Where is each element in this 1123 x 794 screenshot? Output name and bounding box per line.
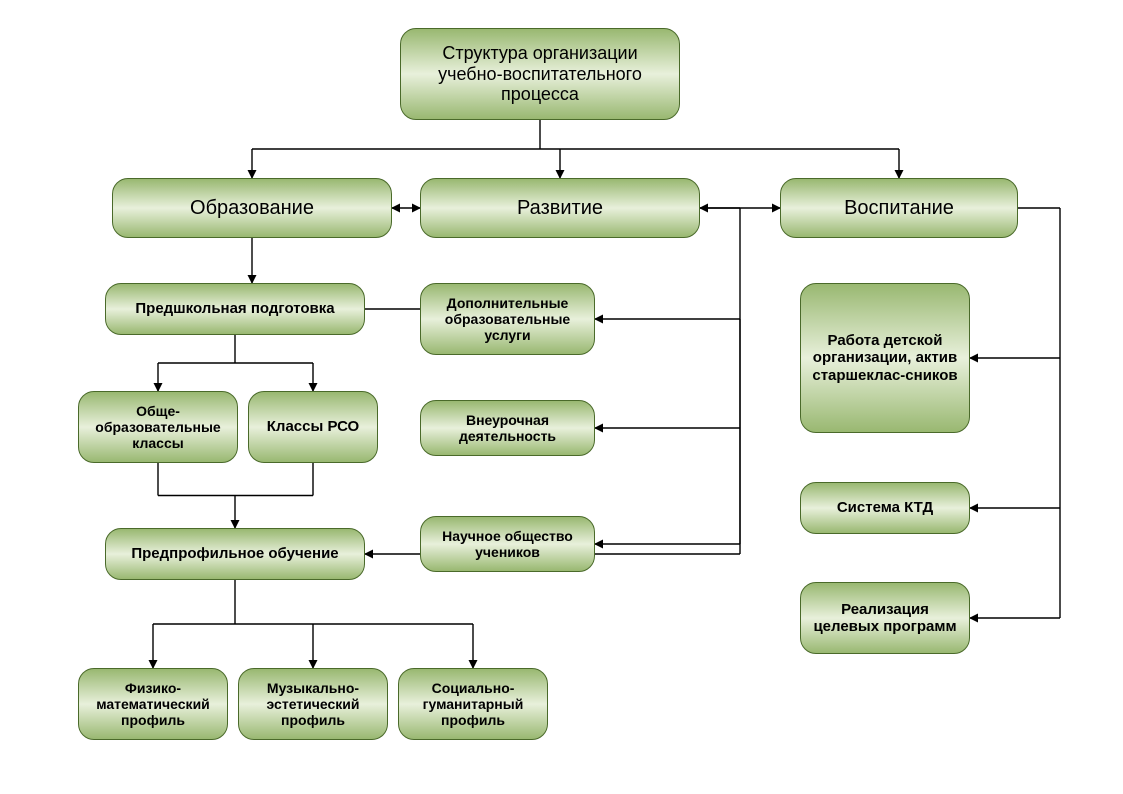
node-dev: Развитие bbox=[420, 178, 700, 238]
node-addedu: Дополнительные образовательные услуги bbox=[420, 283, 595, 355]
node-label: Работа детской организации, актив старше… bbox=[811, 332, 959, 384]
node-label: Предшкольная подготовка bbox=[135, 300, 334, 317]
node-physmat: Физико-математический профиль bbox=[78, 668, 228, 740]
node-label: Структура организации учебно-воспитатель… bbox=[411, 43, 669, 105]
node-root: Структура организации учебно-воспитатель… bbox=[400, 28, 680, 120]
node-label: Внеурочная деятельность bbox=[431, 412, 584, 444]
node-label: Обще-образовательные классы bbox=[89, 403, 227, 451]
node-vos: Воспитание bbox=[780, 178, 1018, 238]
node-label: Научное общество учеников bbox=[431, 528, 584, 560]
node-label: Дополнительные образовательные услуги bbox=[431, 295, 584, 343]
node-label: Предпрофильное обучение bbox=[131, 545, 338, 562]
node-music: Музыкально-эстетический профиль bbox=[238, 668, 388, 740]
node-preschool: Предшкольная подготовка bbox=[105, 283, 365, 335]
node-label: Музыкально-эстетический профиль bbox=[249, 680, 377, 728]
node-preprof: Предпрофильное обучение bbox=[105, 528, 365, 580]
node-label: Физико-математический профиль bbox=[89, 680, 217, 728]
node-vneur: Внеурочная деятельность bbox=[420, 400, 595, 456]
node-label: Реализация целевых программ bbox=[811, 601, 959, 636]
node-label: Образование bbox=[190, 197, 314, 220]
node-progs: Реализация целевых программ bbox=[800, 582, 970, 654]
node-ktd: Система КТД bbox=[800, 482, 970, 534]
node-detorg: Работа детской организации, актив старше… bbox=[800, 283, 970, 433]
diagram-stage: Структура организации учебно-воспитатель… bbox=[0, 0, 1123, 794]
node-nauch: Научное общество учеников bbox=[420, 516, 595, 572]
node-label: Развитие bbox=[517, 197, 603, 220]
node-label: Воспитание bbox=[844, 197, 954, 220]
node-label: Классы РСО bbox=[267, 418, 359, 435]
node-soc: Социально-гуманитарный профиль bbox=[398, 668, 548, 740]
node-label: Социально-гуманитарный профиль bbox=[409, 680, 537, 728]
node-rso: Классы РСО bbox=[248, 391, 378, 463]
node-label: Система КТД bbox=[837, 499, 933, 516]
node-edu: Образование bbox=[112, 178, 392, 238]
node-gen: Обще-образовательные классы bbox=[78, 391, 238, 463]
